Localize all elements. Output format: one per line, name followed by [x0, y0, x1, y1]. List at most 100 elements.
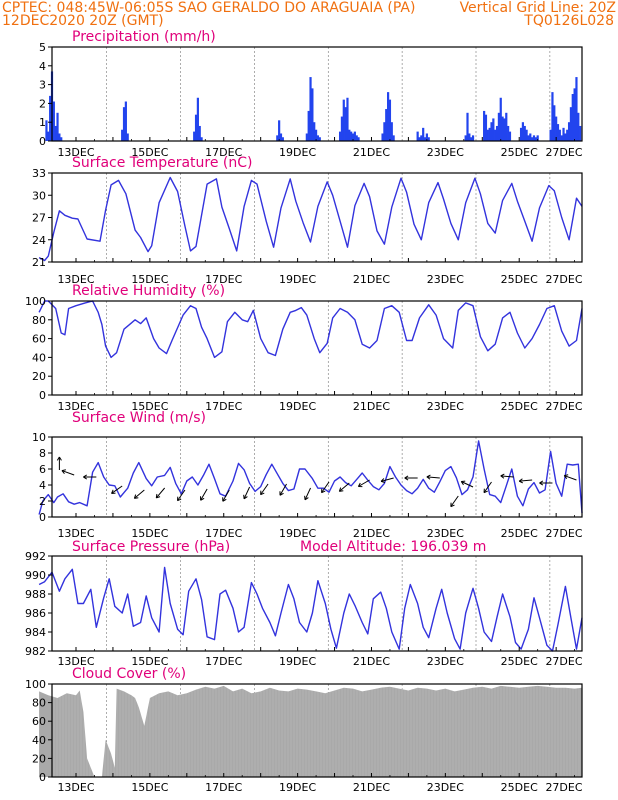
wind-arrow-head [177, 496, 182, 502]
precip-bar [122, 107, 126, 141]
y-tick-label: 10 [32, 431, 46, 444]
y-tick-label: 1 [39, 116, 46, 129]
precip-bar [492, 118, 495, 141]
wind-arrow-head [426, 474, 431, 480]
wind-arrow [426, 476, 440, 479]
y-tick-label: 0 [39, 511, 46, 524]
precipitation-panel: Precipitation (mm/h) 0 1 2 3 4 5 13DEC 15DEC 17DE… [39, 29, 583, 159]
x-tick-label: 25DEC [501, 781, 538, 794]
precip-bar [281, 137, 284, 141]
wind-arrow-head [338, 487, 344, 492]
precip-bar [532, 135, 536, 141]
x-tick-label: 23DEC [427, 655, 464, 668]
y-tick-label: 992 [25, 550, 46, 563]
precip-bar [348, 129, 351, 141]
precip-bar [427, 137, 430, 141]
temperature-title: Surface Temperature (nC) [72, 155, 253, 171]
precip-bar [49, 95, 52, 141]
y-tick-label: 60 [32, 715, 46, 728]
precip-bar [486, 129, 489, 141]
wind-arrow-head [460, 480, 466, 486]
precip-bar [579, 125, 582, 141]
y-tick-label: 27 [32, 212, 46, 225]
x-tick-label: 15DEC [131, 781, 168, 794]
precip-bar [342, 99, 345, 141]
x-tick-label: 17DEC [205, 273, 242, 286]
y-tick-label: 8 [39, 447, 46, 460]
wind-arrow-head [380, 478, 386, 483]
x-tick-label: 27DEC [545, 781, 582, 794]
wind-arrow [321, 481, 330, 493]
wind-arrow-head [200, 496, 205, 501]
x-tick-label: 23DEC [427, 273, 464, 286]
precip-bar [126, 133, 129, 141]
x-tick-label: 17DEC [205, 527, 242, 540]
precip-bar [386, 92, 390, 141]
pressure-frame [51, 555, 583, 652]
precip-bar [564, 133, 567, 141]
run-code: TQ0126L028 [524, 13, 614, 29]
precip-bar [508, 131, 512, 141]
x-tick-label: 15DEC [131, 400, 168, 413]
y-tick-label: 0 [39, 135, 46, 148]
precip-bar [124, 101, 127, 141]
x-tick-label: 27DEC [545, 146, 582, 159]
wind-arrow-head [500, 473, 505, 479]
x-tick-label: 17DEC [205, 146, 242, 159]
wind-arrow-head [483, 488, 488, 494]
x-tick-label: 13DEC [57, 400, 94, 413]
precip-bar [54, 125, 57, 141]
precip-bar [196, 97, 199, 141]
wind-arrow [304, 487, 311, 500]
precip-bar [357, 137, 360, 141]
x-tick-label: 21DEC [353, 527, 390, 540]
wind-title: Surface Wind (m/s) [72, 410, 206, 426]
precip-bar [560, 135, 563, 141]
precip-bar [276, 135, 279, 141]
y-tick-label: 20 [32, 752, 46, 765]
x-tick-label: 13DEC [57, 273, 94, 286]
x-tick-label: 19DEC [279, 273, 316, 286]
wind-arrow [134, 489, 145, 499]
precip-bar [351, 133, 355, 141]
cloud-title: Cloud Cover (%) [72, 666, 186, 682]
y-tick-label: 21 [32, 256, 46, 269]
precip-bar [566, 129, 569, 141]
wind-arrow [200, 488, 208, 501]
precipitation-title: Precipitation (mm/h) [72, 29, 216, 45]
y-tick-label: 30 [32, 189, 46, 202]
wind-arrow-head [404, 475, 409, 481]
precip-bar [193, 131, 196, 141]
wind-arrow-head [243, 494, 248, 500]
x-tick-label: 15DEC [131, 527, 168, 540]
precip-bar [346, 97, 349, 141]
precip-bar [200, 137, 203, 141]
x-tick-label: 19DEC [279, 655, 316, 668]
y-tick-label: 40 [32, 351, 46, 364]
wind-arrow [450, 495, 459, 507]
y-tick-label: 982 [25, 645, 46, 658]
x-tick-label: 17DEC [205, 400, 242, 413]
y-tick-label: 2 [39, 495, 46, 508]
precip-bar [311, 88, 314, 141]
precip-bar [470, 137, 473, 141]
wind-arrow [461, 481, 474, 488]
precip-bar [499, 97, 502, 141]
precip-bar [52, 101, 55, 141]
precip-bar [278, 120, 281, 141]
precip-bar [338, 131, 342, 141]
y-tick-label: 100 [25, 678, 46, 691]
cloud-panel: Cloud Cover (%) 0 20 40 60 80 100 13DEC 15DEC 17D… [25, 666, 583, 794]
precip-bar [279, 133, 283, 141]
precip-bar [468, 133, 471, 141]
y-tick-label: 33 [32, 167, 46, 180]
precip-bar [60, 137, 63, 141]
wind-arrow [243, 486, 251, 499]
precip-bar [121, 129, 124, 141]
wind-arrow-head [279, 491, 284, 496]
x-tick-label: 27DEC [545, 273, 582, 286]
y-tick-label: 24 [32, 234, 46, 247]
y-tick-label: 40 [32, 734, 46, 747]
precip-bar [418, 137, 421, 141]
precip-bar [483, 110, 486, 141]
